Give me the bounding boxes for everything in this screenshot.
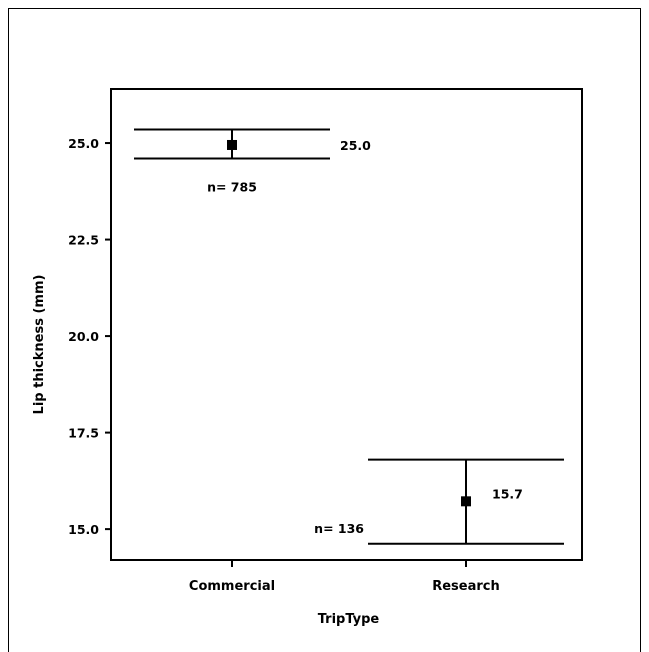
y-axis: 15.0 17.5 20.0 22.5 25.0 <box>68 136 111 537</box>
mean-value-label: 15.7 <box>492 486 523 501</box>
x-axis: Commercial Research <box>189 560 500 594</box>
figure-frame <box>8 8 641 652</box>
x-tick-label: Research <box>432 579 500 594</box>
mean-marker <box>461 496 471 507</box>
mean-value-label: 25.0 <box>340 138 371 153</box>
mean-marker <box>227 139 237 150</box>
y-tick-label: 15.0 <box>68 522 99 537</box>
plot-area <box>110 88 583 561</box>
y-axis-label: Lip thickness (mm) <box>32 275 47 415</box>
y-tick-label: 22.5 <box>68 233 99 248</box>
sample-size-label: n= 136 <box>314 521 364 536</box>
y-tick-label: 25.0 <box>68 136 99 151</box>
y-tick-label: 20.0 <box>68 329 99 344</box>
x-tick-label: Commercial <box>189 579 275 594</box>
y-tick-label: 17.5 <box>68 426 99 441</box>
sample-size-label: n= 785 <box>207 179 257 194</box>
chart-marks: 25.0 n= 785 15.7 n= 136 <box>134 128 564 545</box>
x-axis-label: TripType <box>318 612 380 627</box>
